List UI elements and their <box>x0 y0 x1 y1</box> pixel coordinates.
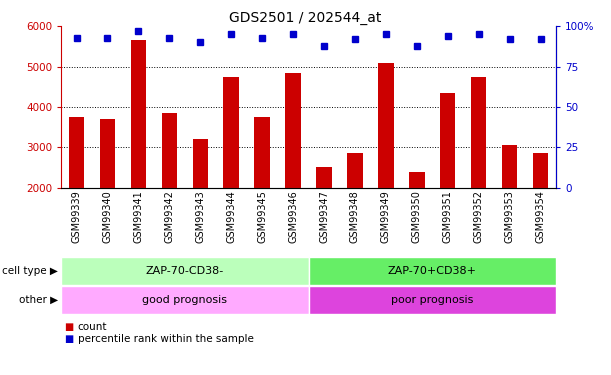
Text: GDS2501 / 202544_at: GDS2501 / 202544_at <box>229 11 382 25</box>
Text: ■: ■ <box>64 322 73 332</box>
Bar <box>131 40 146 188</box>
Bar <box>533 153 548 188</box>
Bar <box>378 63 393 188</box>
Bar <box>192 139 208 188</box>
Bar <box>471 76 486 188</box>
Bar <box>502 145 518 188</box>
Bar <box>69 117 84 188</box>
Bar <box>254 117 270 188</box>
Bar <box>409 172 425 188</box>
Bar <box>316 167 332 188</box>
Bar <box>100 119 115 188</box>
Text: good prognosis: good prognosis <box>142 295 227 305</box>
Bar <box>440 93 455 188</box>
Bar <box>309 257 556 285</box>
Bar <box>61 286 309 314</box>
Text: other ▶: other ▶ <box>19 295 58 305</box>
Text: cell type ▶: cell type ▶ <box>2 266 58 276</box>
Text: poor prognosis: poor prognosis <box>391 295 474 305</box>
Text: count: count <box>78 322 107 332</box>
Text: ZAP-70-CD38-: ZAP-70-CD38- <box>145 266 224 276</box>
Text: ■: ■ <box>64 334 73 344</box>
Text: percentile rank within the sample: percentile rank within the sample <box>78 334 254 344</box>
Bar <box>162 113 177 188</box>
Bar <box>347 153 363 188</box>
Bar <box>61 257 309 285</box>
Bar <box>309 286 556 314</box>
Text: ZAP-70+CD38+: ZAP-70+CD38+ <box>388 266 477 276</box>
Bar <box>224 76 239 188</box>
Bar <box>285 73 301 188</box>
